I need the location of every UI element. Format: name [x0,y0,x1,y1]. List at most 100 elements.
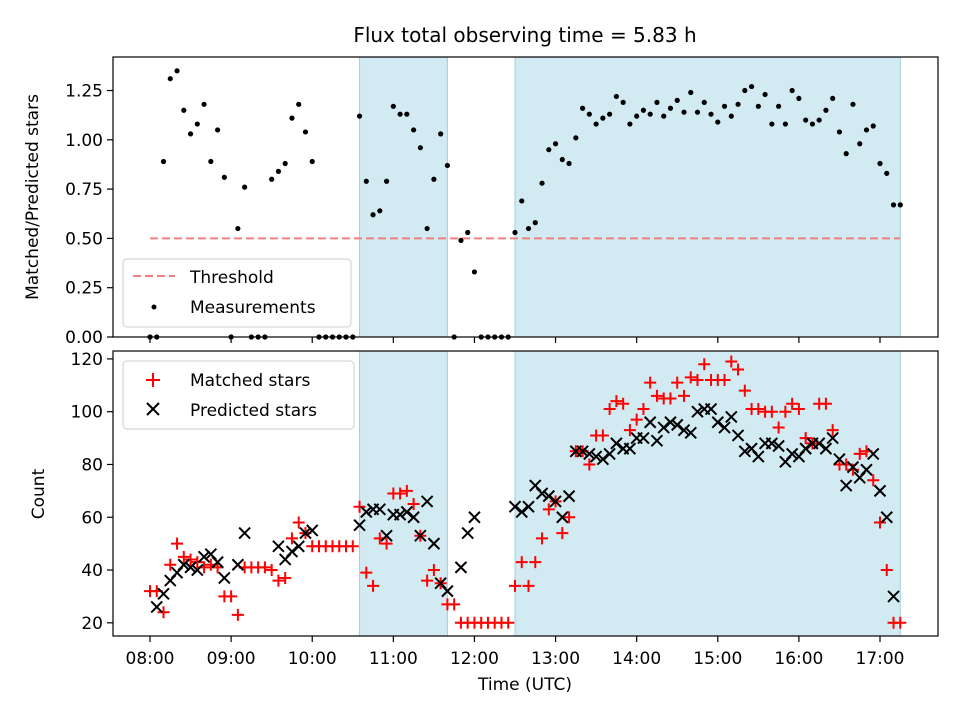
measurement-point [411,127,417,133]
measurement-point [194,121,200,127]
top-ytick-label: 0.50 [65,229,103,249]
measurement-point [269,176,275,182]
measurement-point [417,145,423,151]
matched-star-point [556,527,569,540]
predicted-star-point [535,487,549,500]
matched-star-point [738,384,751,397]
legend-threshold-label: Threshold [189,268,274,288]
measurement-point [296,101,302,107]
bottom-legend: Matched stars Predicted stars [122,360,355,430]
measurement-point [843,151,849,157]
matched-star-point [542,503,555,516]
bottom-y-axis-label: Count [29,468,49,519]
matched-star-point [792,403,805,416]
measurement-point [377,208,383,214]
predicted-star-point [508,500,522,513]
predicted-star-point [610,437,623,450]
matched-star-point [353,500,366,513]
measurement-point [404,111,410,117]
bottom-y-axis-ticks: 20 40 60 80 100 120 [71,350,113,634]
predicted-star-point [515,505,528,519]
predicted-star-point [887,590,900,603]
matched-star-point [360,566,373,579]
matched-star-point [292,516,305,529]
chart-title: Flux total observing time = 5.83 h [353,23,696,47]
predicted-star-point [184,561,197,574]
matched-star-point [637,403,650,416]
xtick-label: 17:00 [856,649,905,669]
matched-star-point [184,553,197,566]
measurement-point [214,127,221,133]
bottom-ytick-label: 40 [81,561,103,581]
predicted-star-point [549,495,562,508]
ratio-panel: 0.00 0.25 0.50 0.75 1.00 1.25 Matched/Predict… [23,56,939,348]
matched-star-point [272,574,285,587]
predicted-star-point [725,410,738,424]
top-ytick-label: 1.25 [65,82,103,102]
bottom-ytick-label: 120 [71,350,103,370]
measurement-point [708,111,714,117]
matched-star-point [258,561,271,574]
measurement-point [593,121,599,127]
measurement-point [701,99,707,105]
measurement-point [694,109,701,115]
matched-star-point [421,574,434,587]
predicted-star-point [360,505,373,519]
top-y-axis-label: Matched/Predicted stars [23,94,43,300]
measurement-point [776,103,782,109]
measurement-point [688,89,694,96]
top-ytick-label: 1.00 [65,131,103,151]
matched-star-point [691,374,704,387]
matched-star-point [191,556,204,569]
measurement-point [830,95,836,102]
predicted-star-point [454,561,468,574]
matched-star-point [536,532,549,545]
legend-predicted-label: Predicted stars [190,401,317,421]
predicted-star-point [637,431,650,445]
measurement-point [525,225,532,232]
matched-star-point [529,556,542,569]
measurement-point [552,141,559,147]
predicted-star-point [799,442,812,455]
predicted-star-point [833,452,846,466]
xtick-label: 08:00 [126,649,175,669]
matched-star-point [502,616,515,629]
measurement-point [789,87,795,94]
predicted-star-point [380,529,393,542]
predicted-star-point [556,511,569,524]
top-observing-shading [359,57,901,337]
predicted-star-point [285,545,299,558]
predicted-star-point [765,437,779,450]
measurement-point [857,141,863,147]
matched-star-point [718,374,731,387]
measurement-point [897,202,903,208]
matched-star-point [367,579,380,592]
measurement-point [728,113,734,119]
matched-star-point [563,511,576,524]
x-axis-label: Time (UTC) [477,675,572,695]
measurement-point [647,111,653,117]
measurement-points [147,68,903,340]
matched-star-point [826,424,839,437]
measurement-point [438,131,444,137]
matched-star-point [732,363,745,376]
measurement-point [884,170,890,176]
measurement-point [742,87,748,94]
predicted-star-point [414,529,427,542]
measurement-point [559,156,565,163]
matched-star-point [610,395,623,408]
measurement-point [721,103,728,109]
predicted-star-point [839,479,853,492]
xtick-label: 15:00 [693,649,742,669]
predicted-star-point [400,505,414,519]
matched-star-point [644,376,657,389]
measurement-point [181,107,187,113]
predicted-star-point [650,434,664,447]
matched-star-point [772,421,785,434]
predicted-star-point [596,452,610,466]
matched-star-point [400,484,413,497]
measurement-point [187,131,194,137]
predicted-star-point [826,431,839,445]
predicted-star-point [299,526,312,540]
measurement-point [586,111,592,117]
